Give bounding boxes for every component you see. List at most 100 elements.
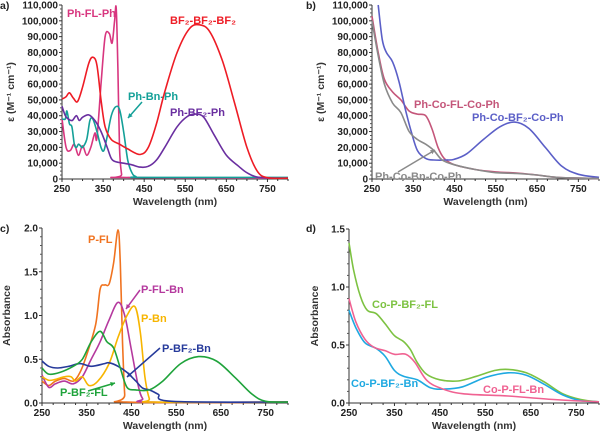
- x-tick-label: 350: [405, 184, 422, 195]
- chart-panel-4: d) 0.0 0.5 1.0 1.5 250 350 450 550 650 750 Waveleng…: [306, 223, 600, 432]
- x-tick-label: 550: [177, 184, 194, 195]
- y-tick-label: 0: [362, 175, 368, 186]
- x-tick-label: 650: [522, 408, 539, 419]
- panel-letter: b): [306, 0, 316, 12]
- y-tick-label: 80,000: [337, 48, 368, 59]
- x-tick-label: 650: [213, 408, 230, 419]
- x-tick-label: 250: [341, 408, 358, 419]
- series-label-ph-co-bf2-co-ph: Ph-Co-BF₂-Co-Ph: [472, 112, 564, 124]
- series-line-ph-bf2-ph: [61, 105, 289, 179]
- y-tick-label: 2.0: [24, 224, 38, 235]
- y-tick-label: 0: [52, 175, 58, 186]
- x-tick-label: 250: [34, 408, 51, 419]
- series-label-p-fl-bn: P-FL-Bn: [141, 284, 184, 296]
- series-label-bf2-bf2-bf2: BF₂-BF₂-BF₂: [170, 15, 236, 27]
- y-tick-label: 30,000: [337, 127, 368, 138]
- y-tick-label: 1.0: [24, 311, 38, 322]
- series-label-p-bn: P-Bn: [141, 313, 167, 325]
- y-axis-label: ε (M⁻¹ cm⁻¹): [315, 62, 327, 122]
- arrow-head-icon: [110, 381, 115, 387]
- y-tick-label: 100,000: [332, 16, 369, 27]
- panel-letter: d): [306, 223, 316, 235]
- x-axis-label: Wavelength (nm): [443, 196, 527, 208]
- arrow-head-icon: [127, 372, 132, 377]
- series-line-ph-co-fl-co-ph: [371, 15, 600, 180]
- arrow-head-icon: [126, 304, 131, 309]
- y-tick-label: 30,000: [27, 127, 58, 138]
- x-axis-label: Wavelength (nm): [432, 420, 516, 432]
- x-tick-label: 250: [364, 184, 381, 195]
- y-tick-label: 90,000: [27, 32, 58, 43]
- x-tick-label: 750: [570, 184, 587, 195]
- series-label-p-bf2-fl: P-BF₂-FL: [60, 387, 108, 399]
- x-tick-label: 750: [568, 408, 585, 419]
- panel-letter: a): [0, 0, 9, 12]
- x-tick-label: 450: [446, 184, 463, 195]
- y-tick-label: 1.0: [331, 283, 345, 294]
- y-tick-label: 110,000: [22, 1, 58, 12]
- x-axis-label: Wavelength (nm): [123, 420, 207, 432]
- y-tick-label: 10,000: [337, 159, 368, 170]
- x-tick-label: 250: [54, 184, 71, 195]
- series-label-p-bf2-bn: P-BF₂-Bn: [162, 343, 211, 355]
- y-tick-label: 50,000: [337, 95, 368, 106]
- chart-panel-2: b) 0 10,000 20,000 30,000 40,000 50,000 60,000 7…: [306, 0, 600, 208]
- x-tick-label: 750: [257, 408, 274, 419]
- series-label-ph-fl-ph: Ph-FL-Ph: [67, 8, 116, 20]
- x-tick-label: 350: [95, 184, 112, 195]
- series-line-ph-fl-ph: [61, 5, 289, 179]
- y-tick-label: 70,000: [337, 64, 368, 75]
- y-tick-label: 0.5: [24, 355, 38, 366]
- x-tick-label: 350: [386, 408, 403, 419]
- y-tick-label: 60,000: [337, 80, 368, 91]
- series-label-ph-co-fl-co-ph: Ph-Co-FL-Co-Ph: [414, 99, 500, 111]
- series-label-co-p-bf2-bn: Co-P-BF₂-Bn: [351, 378, 418, 390]
- annotation-arrow: [126, 347, 161, 378]
- x-axis-label: Wavelength (nm): [133, 196, 217, 208]
- series-line-ph-bn-ph: [61, 105, 289, 179]
- series-line-p-fl: [41, 229, 289, 404]
- y-axis-label: Absorbance: [309, 286, 321, 347]
- y-tick-label: 1.5: [24, 267, 38, 278]
- annotation-arrow: [397, 149, 436, 173]
- panel-letter: c): [0, 223, 9, 235]
- x-tick-label: 450: [123, 408, 140, 419]
- y-axis-label: Absorbance: [1, 285, 13, 346]
- y-tick-label: 0.5: [331, 341, 345, 352]
- x-tick-label: 550: [487, 184, 504, 195]
- series-line-ph-co-bf2-co-ph: [377, 4, 600, 179]
- arrow-head-icon: [430, 150, 435, 155]
- y-tick-label: 100,000: [22, 16, 59, 27]
- series-label-p-fl: P-FL: [88, 234, 113, 246]
- x-tick-label: 550: [168, 408, 185, 419]
- series-label-ph-co-bn-co-ph: Ph-Co-Bn-Co-Ph: [375, 171, 462, 183]
- series-label-co-p-bf2-fl: Co-P-BF₂-FL: [372, 299, 438, 311]
- y-tick-label: 20,000: [27, 143, 58, 154]
- arrow-head-icon: [128, 113, 133, 118]
- x-tick-label: 350: [78, 408, 95, 419]
- x-tick-label: 550: [477, 408, 494, 419]
- series-line-p-fl-bn: [41, 301, 289, 404]
- series-line-p-bf2-bn: [41, 360, 289, 403]
- y-tick-label: 20,000: [337, 143, 368, 154]
- x-tick-label: 650: [529, 184, 546, 195]
- y-tick-label: 40,000: [27, 111, 58, 122]
- series-label-co-p-fl-bn: Co-P-FL-Bn: [483, 384, 544, 396]
- annotation-arrow: [87, 382, 116, 392]
- y-tick-label: 80,000: [27, 48, 58, 59]
- chart-panel-1: a) 0 10,000 20,000 30,000 40,000 50,000 60,000 7…: [0, 0, 289, 208]
- y-tick-label: 90,000: [337, 32, 368, 43]
- series-line-co-p-fl-bn: [348, 298, 600, 403]
- series-line-bf2-bf2-bf2: [61, 23, 289, 180]
- series-label-ph-bf2-ph: Ph-BF₂-Ph: [170, 107, 225, 119]
- series-label-ph-bn-ph: Ph-Bn-Ph: [128, 91, 178, 103]
- y-tick-label: 0.0: [331, 399, 345, 410]
- y-tick-label: 0.0: [24, 399, 38, 410]
- y-tick-label: 1.5: [331, 225, 345, 236]
- y-tick-label: 110,000: [332, 1, 368, 12]
- y-tick-label: 70,000: [27, 64, 58, 75]
- x-tick-label: 750: [259, 184, 276, 195]
- y-tick-label: 60,000: [27, 80, 58, 91]
- y-axis-label: ε (M⁻¹ cm⁻¹): [5, 62, 17, 122]
